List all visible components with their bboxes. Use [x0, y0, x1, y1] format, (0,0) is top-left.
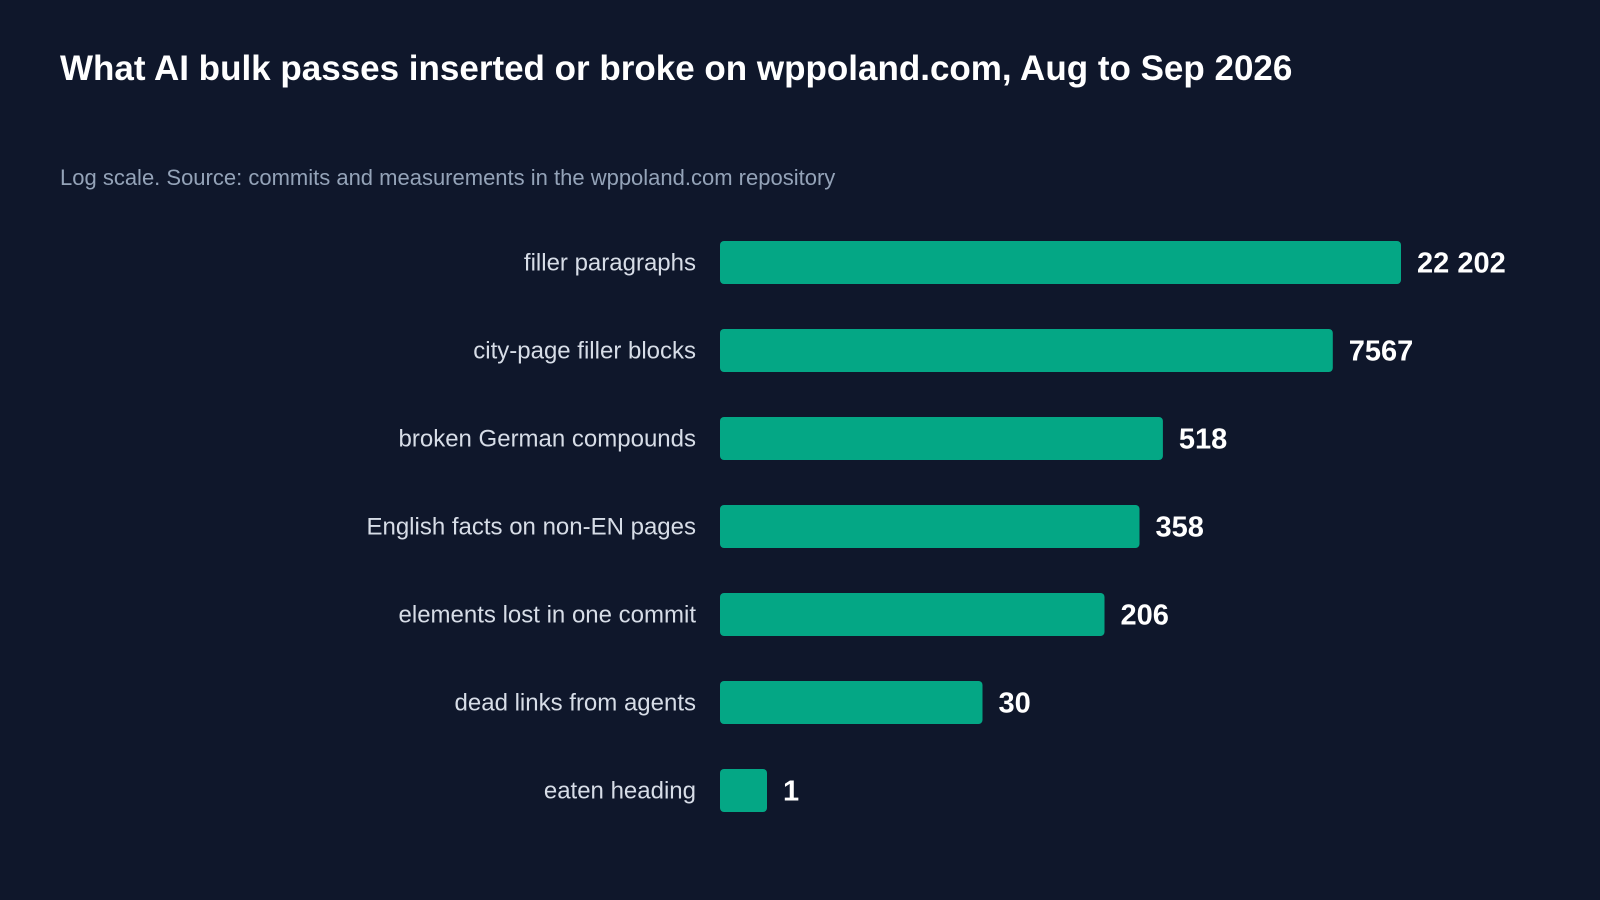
chart-title: What AI bulk passes inserted or broke on… [60, 49, 1292, 88]
category-label: eaten heading [544, 778, 696, 805]
bars-group: filler paragraphs 22 202 city-page filler … [366, 241, 1506, 812]
chart-subtitle: Log scale. Source: commits and measureme… [60, 165, 835, 190]
bar [720, 329, 1333, 372]
bar [720, 681, 983, 724]
category-label: filler paragraphs [524, 250, 696, 277]
bar [720, 417, 1163, 460]
value-label: 1 [783, 776, 799, 808]
value-label: 206 [1121, 600, 1169, 632]
bar [720, 505, 1140, 548]
category-label: elements lost in one commit [399, 602, 697, 629]
bar [720, 769, 767, 812]
value-label: 22 202 [1417, 248, 1506, 280]
value-label: 358 [1156, 512, 1204, 544]
value-label: 518 [1179, 424, 1227, 456]
value-label: 30 [999, 688, 1031, 720]
bar [720, 593, 1105, 636]
category-label: dead links from agents [455, 690, 696, 717]
category-label: broken German compounds [399, 426, 697, 453]
bar [720, 241, 1401, 284]
category-label: English facts on non-EN pages [366, 514, 696, 541]
value-label: 7567 [1349, 336, 1414, 368]
category-label: city-page filler blocks [473, 338, 696, 365]
